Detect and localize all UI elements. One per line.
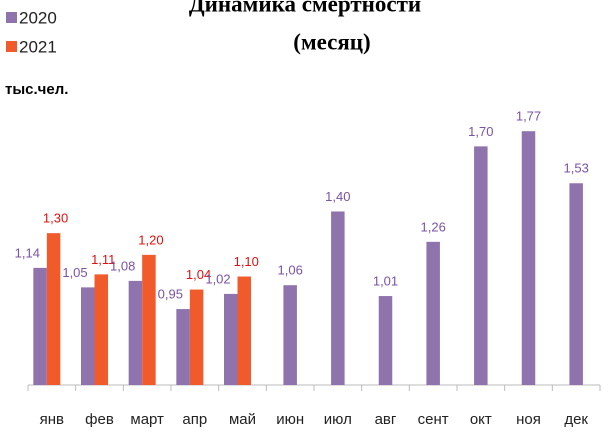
bar [46,233,61,385]
value-label: 1,30 [43,211,68,226]
value-label: 1,40 [325,189,350,204]
legend-label: 2020 [19,8,57,27]
value-label: 1,04 [186,267,211,282]
bar [176,309,190,385]
x-tick-label: окт [470,411,492,428]
bar [474,146,488,385]
value-label: 1,77 [516,109,541,124]
value-label: 1,02 [205,271,230,286]
legend-label: 2021 [19,37,57,56]
y-axis-label: тыс.чел. [5,81,68,98]
legend-swatch [6,41,17,52]
x-tick-label: июл [324,411,352,428]
x-tick-label: июн [276,411,304,428]
x-tick-label: дек [564,411,588,428]
value-label: 1,20 [138,232,163,247]
value-label: 1,70 [468,124,493,139]
value-label: 0,95 [158,287,183,302]
bar [33,267,47,385]
x-tick-label: апр [182,411,207,428]
x-tick-label: авг [375,411,397,428]
bar [569,183,583,385]
x-tick-label: март [130,411,164,428]
value-label: 1,26 [421,219,446,234]
bar [128,280,143,385]
value-label: 1,11 [91,252,115,267]
bar [237,276,251,385]
legend-swatch [6,12,17,23]
bar [426,241,440,385]
value-label: 1,14 [15,245,40,260]
x-tick-label: май [229,411,256,428]
bar [224,293,238,385]
x-tick-label: сент [418,411,449,428]
chart-title: Динамика смертности [189,0,421,16]
bar [142,254,156,385]
value-label: 1,08 [110,258,135,273]
value-label: 1,06 [278,263,303,278]
value-label: 1,05 [62,265,87,280]
value-label: 1,10 [234,254,259,269]
bar [378,296,393,385]
bar [81,287,95,385]
value-label: 1,01 [373,273,398,288]
x-tick-label: янв [40,411,64,428]
x-tick-label: ноя [516,411,541,428]
bar [283,285,297,385]
x-tick-label: фев [85,411,114,428]
value-label: 1,53 [564,161,589,176]
bar [331,211,345,385]
bar [521,131,536,385]
bar [189,289,204,385]
bar [94,274,108,385]
chart-title: (месяц) [293,29,370,54]
